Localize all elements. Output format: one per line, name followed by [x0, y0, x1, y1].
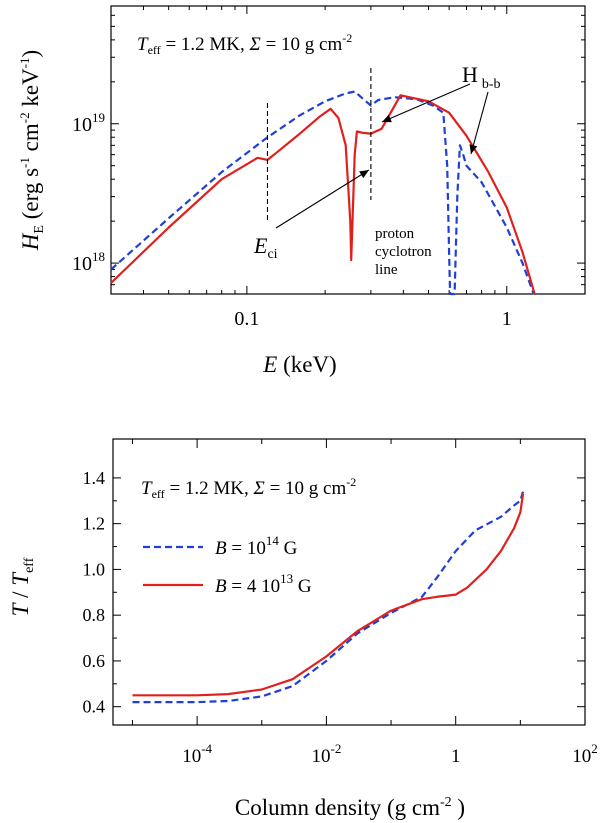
- legend-item-b14: B = 1014 G: [143, 533, 298, 559]
- hbb-arrow-left: [381, 83, 471, 123]
- y-tick-label: 0.8: [83, 605, 106, 625]
- y-tick-label: 1.2: [83, 514, 106, 534]
- temperature-profile-chart: 0.4 0.6 0.8 1.0 1.2 1.4 10-4 10-2 1 102 Column den…: [8, 438, 598, 820]
- y-tick-label: 1.0: [83, 559, 106, 579]
- y-tick-label: 0.4: [83, 697, 106, 717]
- legend-item-b4e13: B = 4 1013 G: [143, 571, 312, 597]
- proton-line-text: line: [375, 262, 398, 278]
- params-label: Teff = 1.2 MK, Σ = 10 g cm-2: [137, 31, 352, 57]
- x-tick-label: 1: [451, 746, 461, 767]
- y-tick-label: 1019: [72, 110, 105, 136]
- plot-frame: [112, 438, 586, 726]
- proton-line-text: proton: [375, 226, 415, 242]
- x-axis-label: E (keV): [262, 352, 336, 377]
- y-tick-label: 1018: [72, 249, 105, 275]
- eci-label: Eci: [253, 233, 278, 262]
- series-line-b14: [110, 90, 535, 296]
- x-tick-label: 1: [502, 308, 512, 330]
- x-tick-label: 10-2: [311, 741, 341, 767]
- x-axis-label: Column density (g cm-2 ): [235, 795, 465, 820]
- series-line-b4e13: [110, 94, 536, 295]
- x-tick-label: 0.1: [234, 308, 259, 330]
- spectrum-chart: 0.1 1 1018 1019 E (keV) HE (erg s-1 cm-2 keV-…: [17, 5, 586, 377]
- proton-line-text: cyclotron: [375, 244, 432, 260]
- legend-label: B = 4 1013 G: [215, 571, 312, 597]
- y-tick-label: 0.6: [83, 651, 106, 671]
- series-line-b14: [132, 491, 525, 704]
- plot-frame: [110, 5, 586, 295]
- legend-label: B = 1014 G: [215, 533, 298, 559]
- series-line-b4e13: [132, 493, 525, 697]
- y-axis-label: HE (erg s-1 cm-2 keV-1): [17, 50, 47, 251]
- y-axis-label: T / Teff: [8, 557, 37, 616]
- eci-arrow: [275, 169, 370, 229]
- x-tick-label: 10-4: [182, 741, 212, 767]
- x-tick-label: 102: [572, 741, 598, 767]
- y-tick-label: 1.4: [83, 468, 106, 488]
- params-label: Teff = 1.2 MK, Σ = 10 g cm-2: [141, 475, 356, 501]
- hbb-arrow-right: [469, 91, 489, 155]
